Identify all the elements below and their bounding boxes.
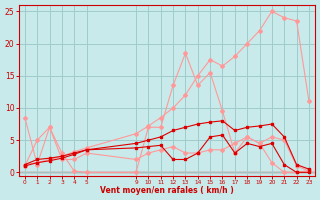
X-axis label: Vent moyen/en rafales ( km/h ): Vent moyen/en rafales ( km/h )	[100, 186, 234, 195]
